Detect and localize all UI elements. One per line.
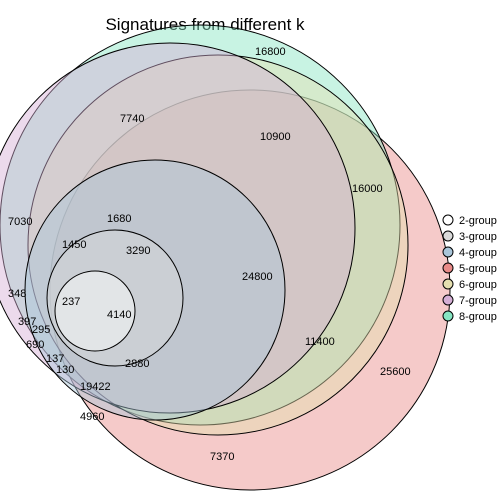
venn-circles: [0, 25, 450, 490]
legend-swatch: [443, 295, 453, 305]
venn-region-value: 237: [62, 296, 80, 308]
legend-swatch: [443, 247, 453, 257]
venn-region-value: 690: [26, 339, 44, 351]
venn-region-value: 11400: [305, 336, 335, 348]
venn-region-value: 24800: [242, 271, 273, 283]
venn-region-value: 16000: [352, 183, 383, 195]
legend-swatch: [443, 263, 453, 273]
legend-swatch: [443, 231, 453, 241]
venn-region-value: 4960: [80, 411, 104, 423]
legend: 2-group 3-group 4-group 5-group 6-group 7-gro…: [443, 215, 497, 323]
venn-region-value: 3290: [126, 245, 150, 257]
legend-swatch: [443, 311, 453, 321]
legend-label: 8-group: [459, 311, 497, 323]
venn-region-value: 16800: [255, 46, 286, 58]
venn-region-value: 19422: [80, 381, 111, 393]
legend-label: 3-group: [459, 231, 497, 243]
venn-region-value: 7740: [120, 113, 144, 125]
venn-region-value: 25600: [380, 366, 411, 378]
venn-region-value: 348: [8, 288, 26, 300]
venn-region-value: 1680: [107, 213, 131, 225]
venn-region-value: 10900: [260, 131, 291, 143]
legend-label: 7-group: [459, 295, 497, 307]
venn-region-value: 295: [32, 324, 50, 336]
venn-region-value: 7030: [8, 216, 32, 228]
legend-label: 2-group: [459, 215, 497, 227]
legend-swatch: [443, 215, 453, 225]
legend-label: 4-group: [459, 247, 497, 259]
legend-label: 5-group: [459, 263, 497, 275]
venn-region-value: 7370: [210, 451, 234, 463]
legend-label: 6-group: [459, 279, 497, 291]
venn-region-value: 130: [56, 364, 74, 376]
venn-region-value: 2880: [125, 358, 149, 370]
venn-region-value: 1450: [62, 239, 86, 251]
venn-region-value: 4140: [107, 309, 131, 321]
legend-swatch: [443, 279, 453, 289]
